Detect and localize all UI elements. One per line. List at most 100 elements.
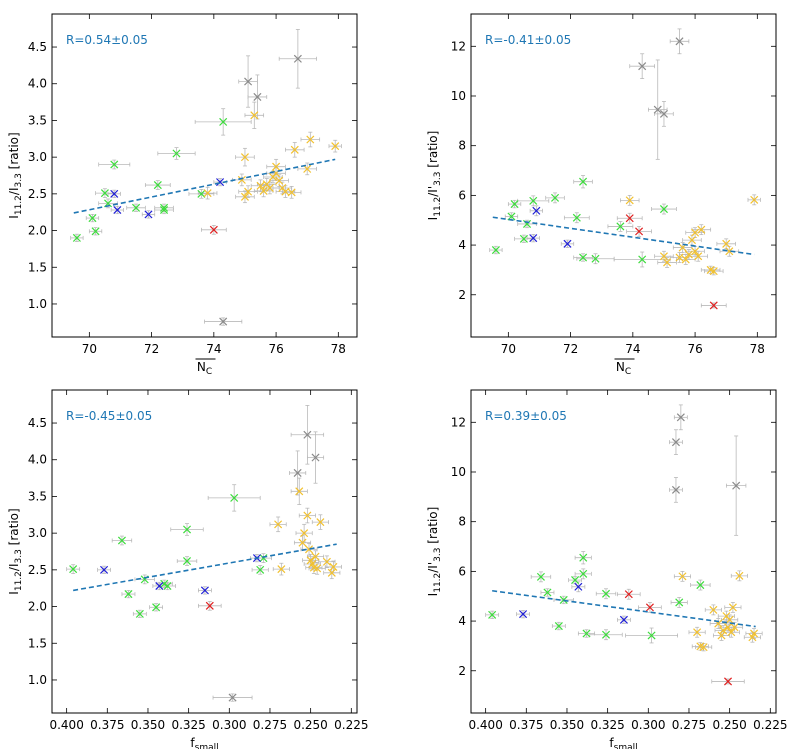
y-tick-label: 1.0	[28, 297, 47, 311]
x-tick-label: 70	[501, 342, 516, 356]
y-tick-label: 4	[458, 614, 466, 628]
point-gray	[638, 62, 647, 71]
panel-top-left: 70 72 74 76 78 1.0 1.5 2.0 2.5 3.0 3.5 4.0 4.5 R=0.54…	[7, 13, 358, 377]
x-tick-label: 74	[206, 342, 221, 356]
point-green	[675, 598, 684, 607]
x-tick-label: 74	[625, 342, 640, 356]
point-yellow	[240, 153, 249, 162]
point-yellow	[304, 545, 314, 554]
point-red	[645, 603, 654, 612]
y-axis-label: I11.2/I'3.3 [ratio]	[426, 507, 443, 597]
point-green	[647, 631, 656, 640]
axes-frame	[470, 389, 777, 714]
point-yellow	[295, 487, 304, 496]
x-tick-label: 72	[144, 342, 159, 356]
y-axis-label: I11.2/I3.3 [ratio]	[7, 508, 24, 594]
x-tick-label: 0.225	[334, 718, 368, 732]
point-green	[259, 554, 268, 563]
x-tick-label: 0.375	[90, 718, 124, 732]
point-green	[616, 222, 625, 231]
point-green	[135, 609, 144, 618]
point-blue	[144, 210, 153, 219]
point-yellow	[265, 183, 274, 193]
y-tick-label: 10	[451, 89, 466, 103]
point-yellow	[244, 187, 253, 196]
point-yellow	[699, 643, 708, 652]
fit-line	[492, 216, 755, 256]
x-tick-label: 0.300	[212, 718, 246, 732]
point-yellow	[750, 629, 759, 638]
point-blue	[155, 581, 164, 591]
point-blue	[563, 239, 572, 248]
panel-top-right: 70 72 74 76 78 2 4 6 8 10 12 R=-0.41±0.05 I11.2/I'3.…	[426, 13, 777, 377]
point-green	[163, 581, 172, 591]
correlation-annotation: R=0.54±0.05	[66, 33, 148, 47]
point-yellow	[693, 628, 702, 637]
x-tick-label: 0.250	[712, 718, 746, 732]
point-green	[659, 205, 668, 214]
point-green	[153, 181, 162, 190]
point-green	[591, 254, 600, 263]
x-tick-label: 72	[563, 342, 578, 356]
point-green	[182, 557, 192, 566]
y-tick-label: 2.0	[28, 224, 47, 238]
x-axis-label: fsmall	[190, 736, 218, 749]
x-tick-label: 0.325	[171, 718, 205, 732]
point-green	[491, 246, 500, 255]
x-tick-label: 0.225	[753, 718, 787, 732]
point-yellow	[259, 186, 268, 195]
data-layer	[70, 29, 342, 326]
point-gray	[303, 430, 312, 439]
point-blue	[200, 586, 209, 595]
point-yellow	[331, 142, 340, 151]
x-tick-label: 0.275	[253, 718, 287, 732]
point-green	[182, 525, 192, 534]
point-yellow	[717, 631, 726, 640]
point-green	[219, 117, 228, 126]
point-yellow	[725, 615, 734, 624]
point-green	[582, 629, 591, 638]
point-gray	[244, 77, 253, 86]
error-bar	[745, 628, 763, 639]
point-yellow	[722, 239, 731, 248]
point-green	[160, 203, 169, 212]
point-yellow	[329, 562, 338, 571]
point-yellow	[256, 181, 265, 190]
x-tick-label: 0.375	[509, 718, 543, 732]
point-gray	[311, 453, 320, 462]
x-tick-label: 0.250	[293, 718, 327, 732]
point-green	[132, 203, 141, 212]
data-layer	[485, 404, 763, 686]
point-gray	[671, 438, 680, 447]
x-tick-label: 0.325	[590, 718, 624, 732]
point-green	[488, 610, 497, 619]
point-green	[601, 589, 611, 598]
y-tick-label: 3.0	[28, 150, 47, 164]
point-green	[579, 569, 588, 578]
point-yellow	[687, 236, 696, 245]
point-yellow	[735, 571, 744, 580]
point-green	[88, 214, 97, 223]
point-green	[579, 553, 588, 562]
point-yellow	[709, 267, 718, 276]
point-yellow	[694, 252, 703, 261]
point-yellow	[659, 252, 668, 261]
point-yellow	[303, 511, 312, 520]
point-yellow	[306, 135, 315, 144]
point-gray	[253, 92, 262, 101]
x-axis-label: NC	[197, 360, 212, 377]
point-yellow	[709, 605, 718, 614]
point-green	[579, 253, 588, 262]
axes-frame	[470, 13, 777, 338]
point-yellow	[697, 225, 706, 234]
y-axis-label: I11.2/I3.3 [ratio]	[7, 132, 24, 218]
data-layer	[66, 405, 342, 702]
y-tick-label: 4	[458, 238, 466, 252]
point-yellow	[274, 520, 283, 529]
point-gray	[675, 37, 684, 46]
y-tick-label: 6	[458, 188, 466, 202]
point-yellow	[290, 145, 299, 154]
point-gray	[228, 693, 237, 702]
point-green	[91, 227, 100, 236]
error-bar	[651, 203, 677, 215]
